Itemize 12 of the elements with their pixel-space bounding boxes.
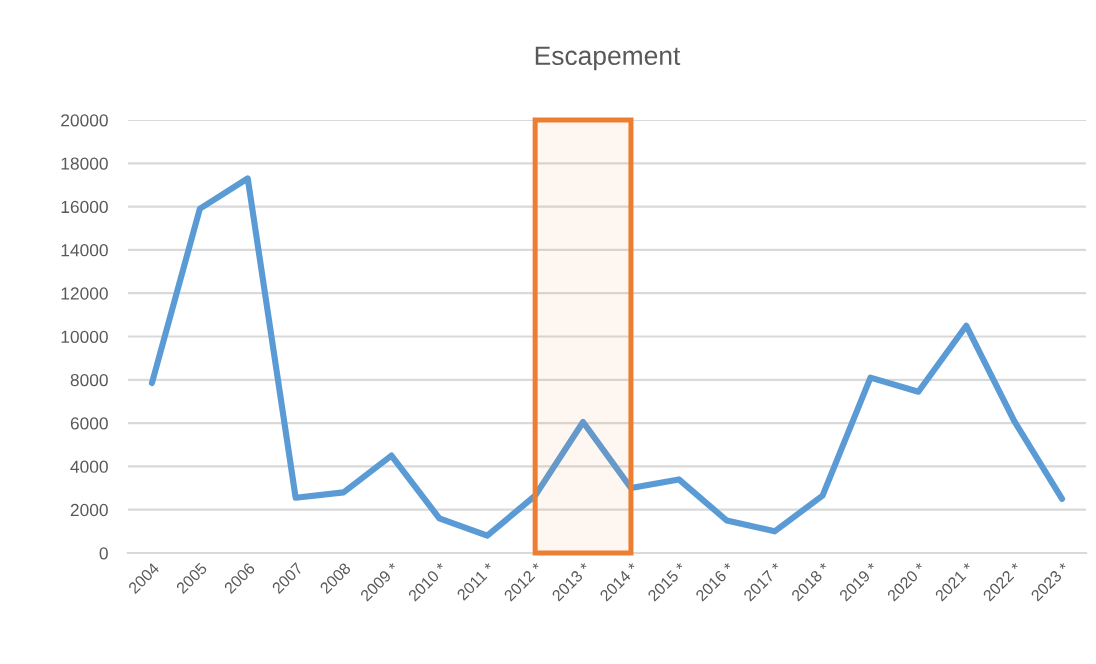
y-tick-label: 18000	[61, 157, 108, 170]
y-tick-label: 0	[99, 547, 108, 560]
chart-title: Escapement	[535, 46, 681, 71]
y-tick-label: 8000	[70, 373, 108, 387]
y-tick-label: 6000	[70, 417, 108, 430]
y-tick-label: 4000	[70, 460, 108, 473]
y-tick-label: 10000	[61, 330, 108, 343]
y-tick-label: 16000	[61, 200, 108, 214]
y-tick-label: 2000	[70, 503, 108, 517]
y-tick-label: 20000	[61, 114, 108, 127]
y-tick-label: 14000	[61, 244, 108, 257]
y-tick-label: 12000	[61, 287, 108, 300]
